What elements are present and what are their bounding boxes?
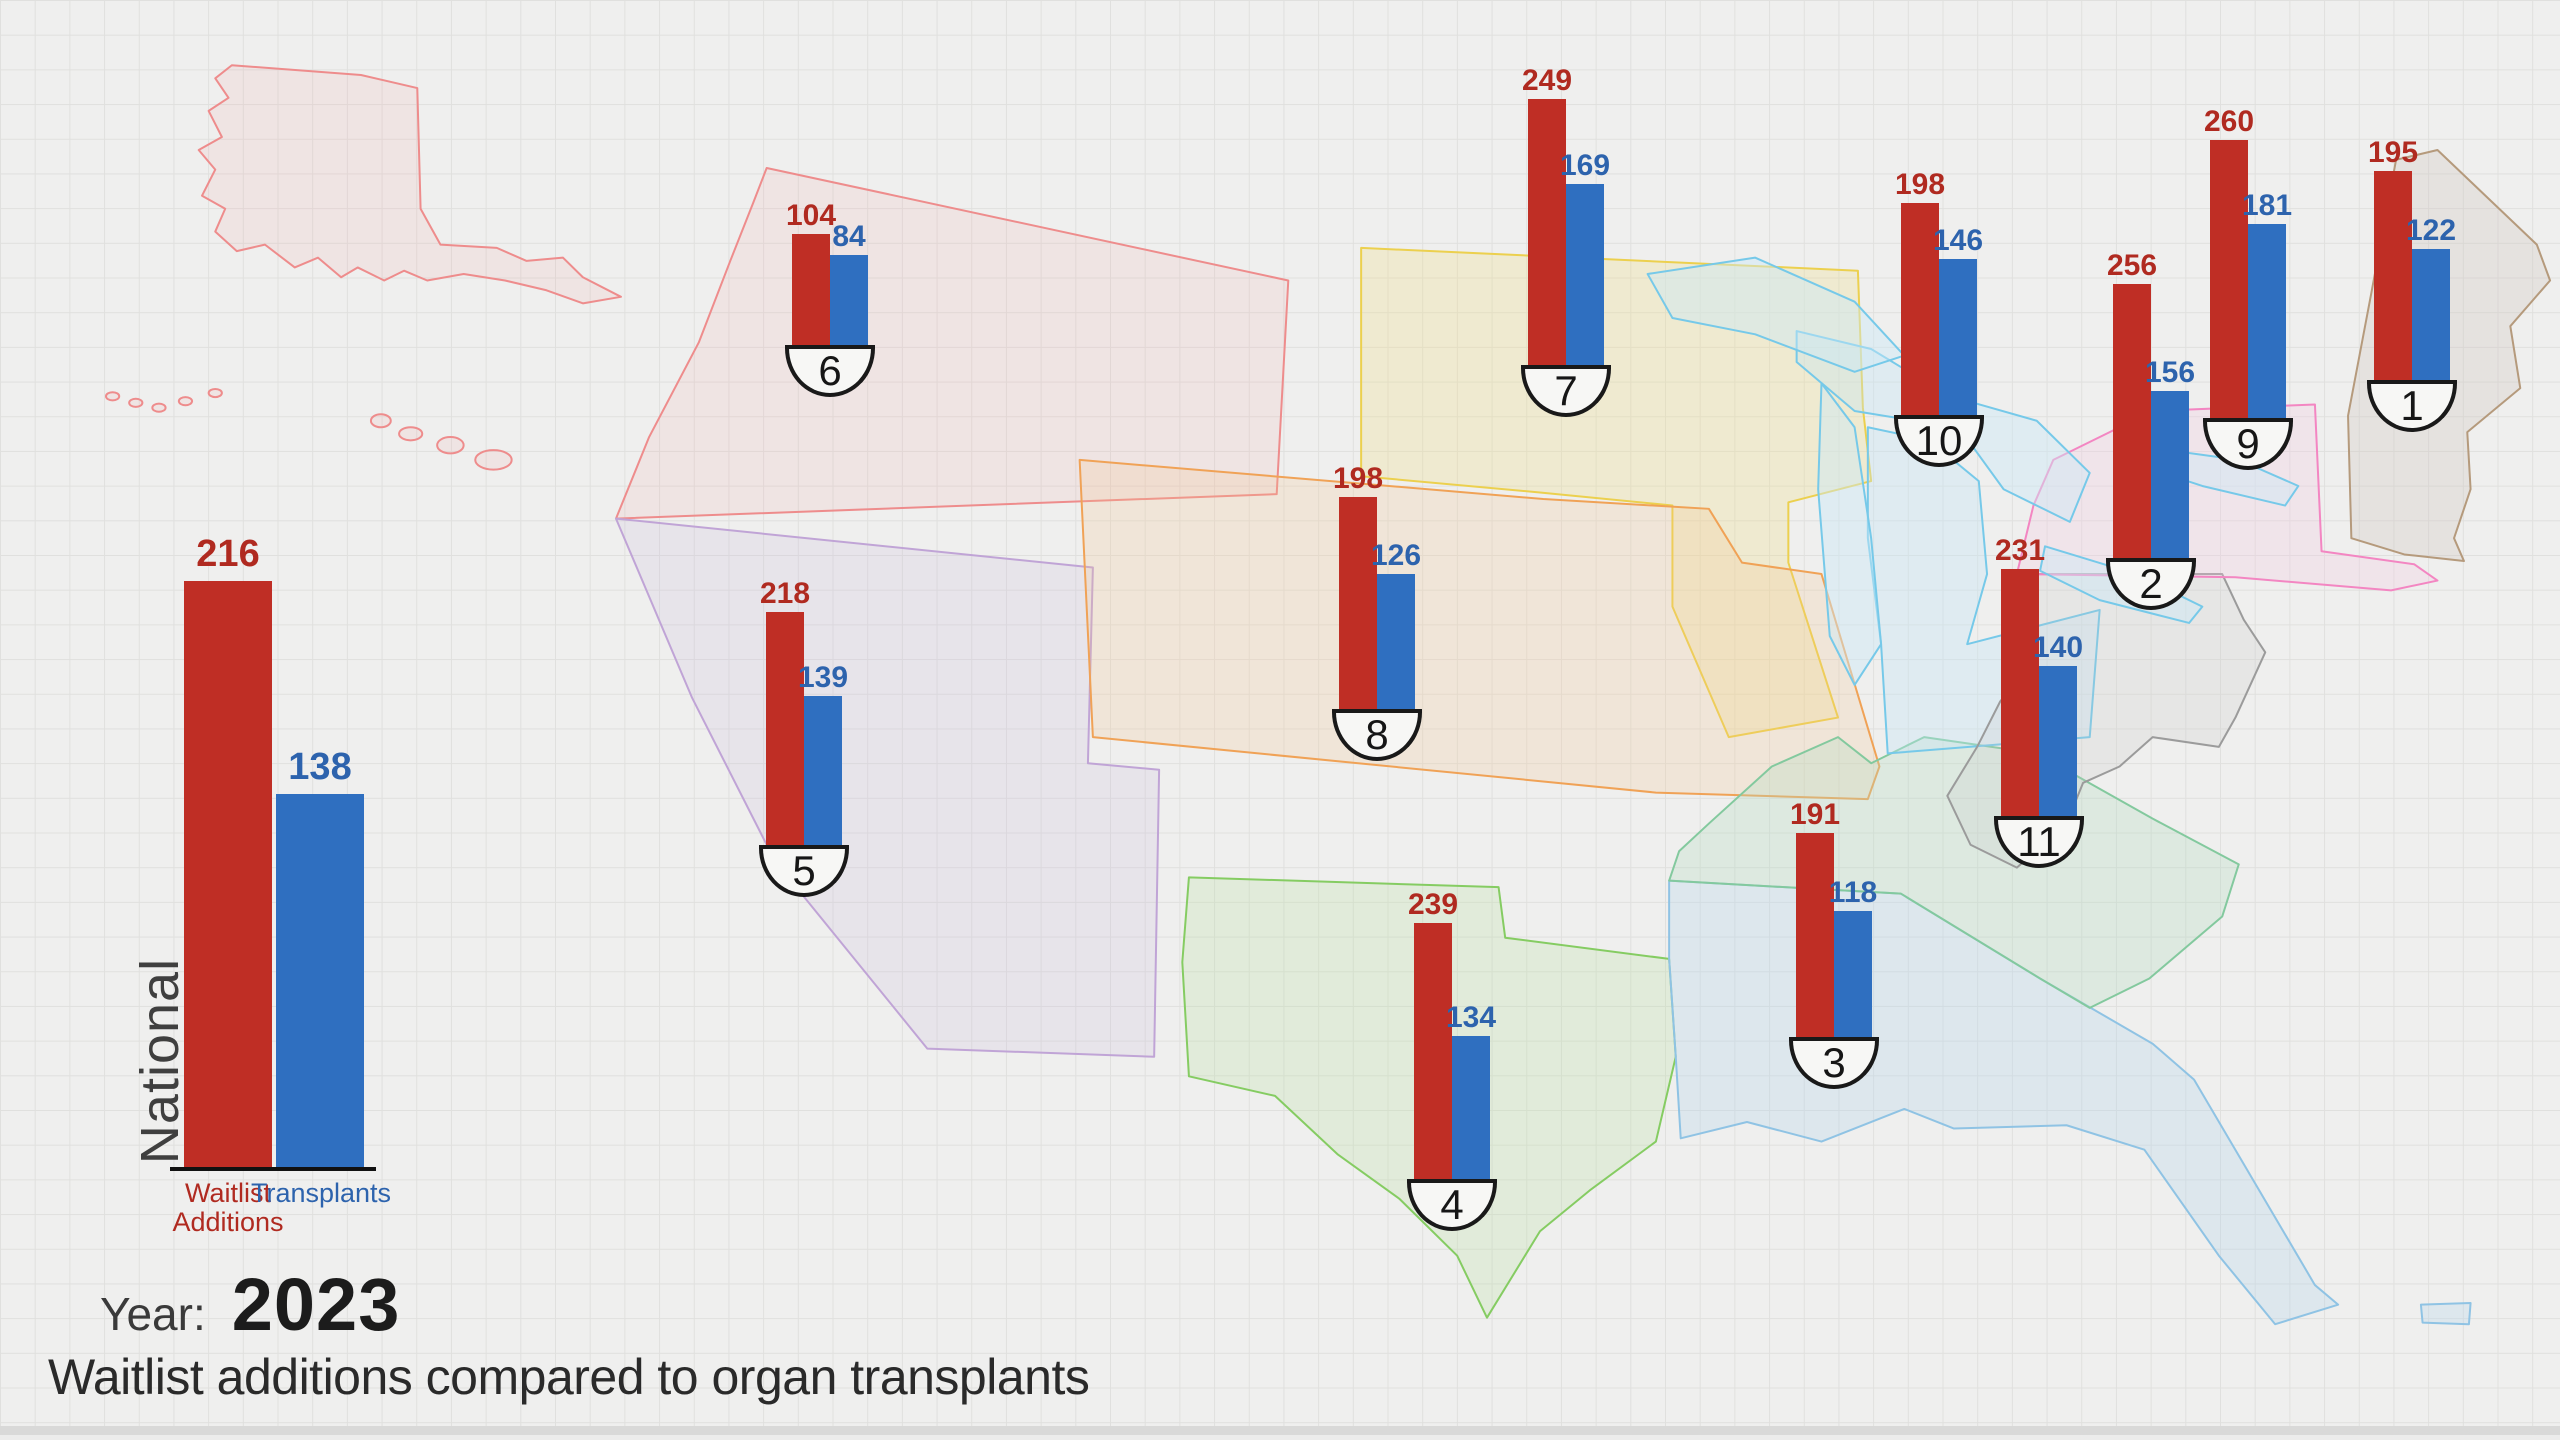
lake-superior-shape	[1648, 258, 1905, 372]
hawaii-island-icon[interactable]	[437, 437, 463, 453]
puerto-rico-shape[interactable]	[2421, 1303, 2471, 1324]
region-11-shape[interactable]	[1669, 737, 2239, 1008]
region-6-shape[interactable]	[616, 168, 1288, 519]
region-8-shape[interactable]	[1080, 460, 1880, 799]
aleutian-island-icon	[152, 404, 165, 412]
lake-michigan-shape	[1818, 383, 1881, 685]
aleutian-island-icon	[106, 392, 119, 400]
hawaii-island-icon[interactable]	[371, 414, 391, 427]
aleutian-island-icon	[209, 389, 222, 397]
alaska-shape[interactable]	[199, 65, 621, 303]
hawaii-island-icon[interactable]	[399, 427, 422, 440]
region-1-shape[interactable]	[2348, 150, 2550, 561]
hawaii-island-icon[interactable]	[475, 450, 511, 470]
aleutian-island-icon	[179, 397, 192, 405]
footer-strip	[0, 1426, 2560, 1435]
footer-strip-lower	[0, 1435, 2560, 1440]
region-5-shape[interactable]	[616, 519, 1159, 1057]
aleutian-island-icon	[129, 399, 142, 407]
region-7-shape[interactable]	[1361, 248, 1871, 737]
region-4-shape[interactable]	[1182, 877, 1675, 1317]
